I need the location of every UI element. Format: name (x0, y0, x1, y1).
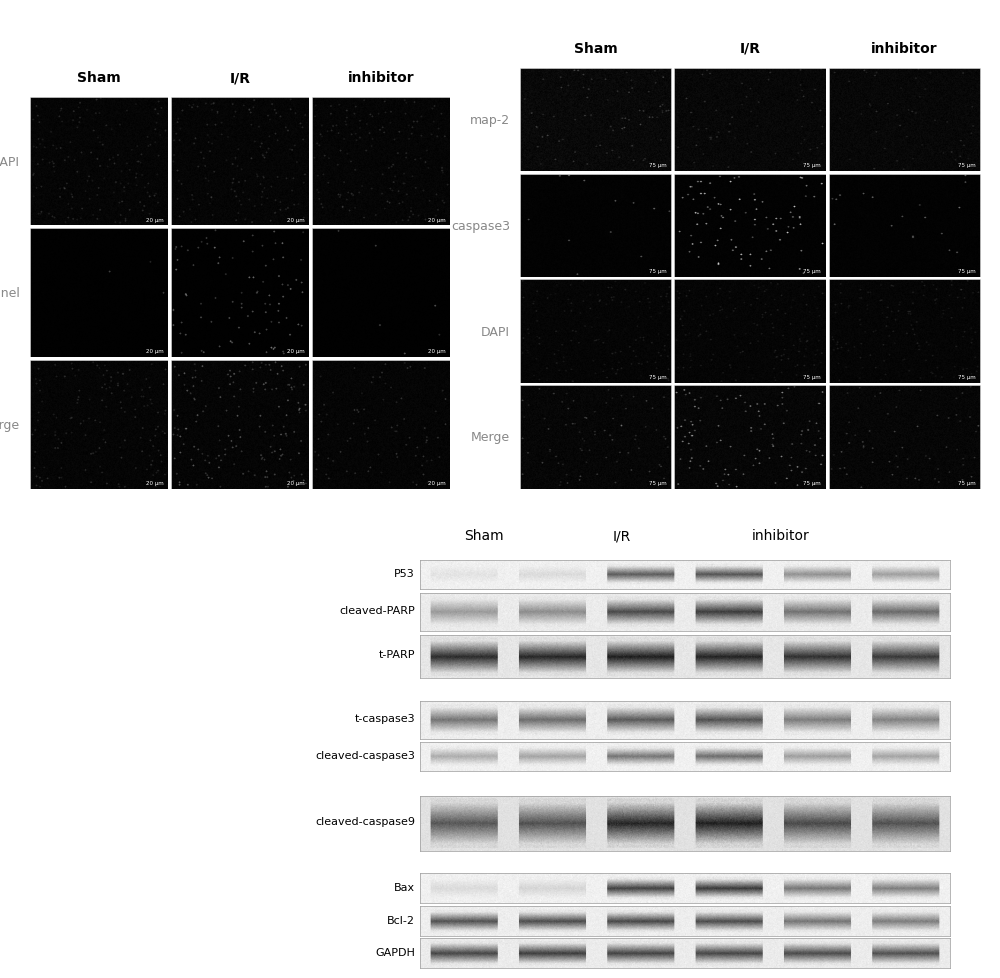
Text: Sham: Sham (77, 71, 121, 85)
Text: I/R: I/R (740, 42, 761, 56)
Text: 20 µm: 20 µm (146, 480, 164, 485)
Text: 20 µm: 20 µm (287, 480, 305, 485)
Text: inhibitor: inhibitor (871, 42, 938, 56)
Text: Bcl-2: Bcl-2 (387, 914, 415, 924)
Text: Merge: Merge (0, 419, 20, 431)
Text: Merge: Merge (471, 431, 510, 444)
Text: 75 µm: 75 µm (958, 375, 975, 380)
Text: Bax: Bax (394, 882, 415, 892)
Text: 75 µm: 75 µm (649, 163, 667, 168)
Text: 75 µm: 75 µm (649, 481, 667, 486)
Text: 75 µm: 75 µm (803, 375, 821, 380)
Text: P53: P53 (394, 568, 415, 579)
Text: 20 µm: 20 µm (146, 349, 164, 354)
Text: 75 µm: 75 µm (803, 269, 821, 274)
Text: Tunel: Tunel (0, 287, 20, 300)
Text: I/R: I/R (612, 529, 631, 543)
Text: 75 µm: 75 µm (958, 481, 975, 486)
Text: 20 µm: 20 µm (428, 349, 446, 354)
Text: 75 µm: 75 µm (803, 163, 821, 168)
Text: 75 µm: 75 µm (649, 269, 667, 274)
Text: GAPDH: GAPDH (375, 947, 415, 957)
Text: map-2: map-2 (470, 113, 510, 126)
Text: DAPI: DAPI (0, 156, 20, 168)
Text: inhibitor: inhibitor (752, 529, 809, 543)
Text: cleaved-caspase9: cleaved-caspase9 (315, 817, 415, 826)
Text: 75 µm: 75 µm (958, 163, 975, 168)
Text: 75 µm: 75 µm (958, 269, 975, 274)
Text: Sham: Sham (464, 529, 503, 543)
Text: caspase3: caspase3 (451, 219, 510, 233)
Text: inhibitor: inhibitor (348, 71, 414, 85)
Text: cleaved-caspase3: cleaved-caspase3 (315, 750, 415, 760)
Text: 75 µm: 75 µm (649, 375, 667, 380)
Text: t-PARP: t-PARP (379, 649, 415, 660)
Text: 20 µm: 20 µm (287, 349, 305, 354)
Text: 20 µm: 20 µm (428, 480, 446, 485)
Text: 20 µm: 20 µm (146, 217, 164, 222)
Text: cleaved-PARP: cleaved-PARP (339, 605, 415, 616)
Text: 20 µm: 20 µm (287, 217, 305, 222)
Text: DAPI: DAPI (481, 325, 510, 338)
Text: I/R: I/R (230, 71, 250, 85)
Text: t-caspase3: t-caspase3 (354, 713, 415, 724)
Text: Sham: Sham (574, 42, 618, 56)
Text: 75 µm: 75 µm (803, 481, 821, 486)
Text: 20 µm: 20 µm (428, 217, 446, 222)
